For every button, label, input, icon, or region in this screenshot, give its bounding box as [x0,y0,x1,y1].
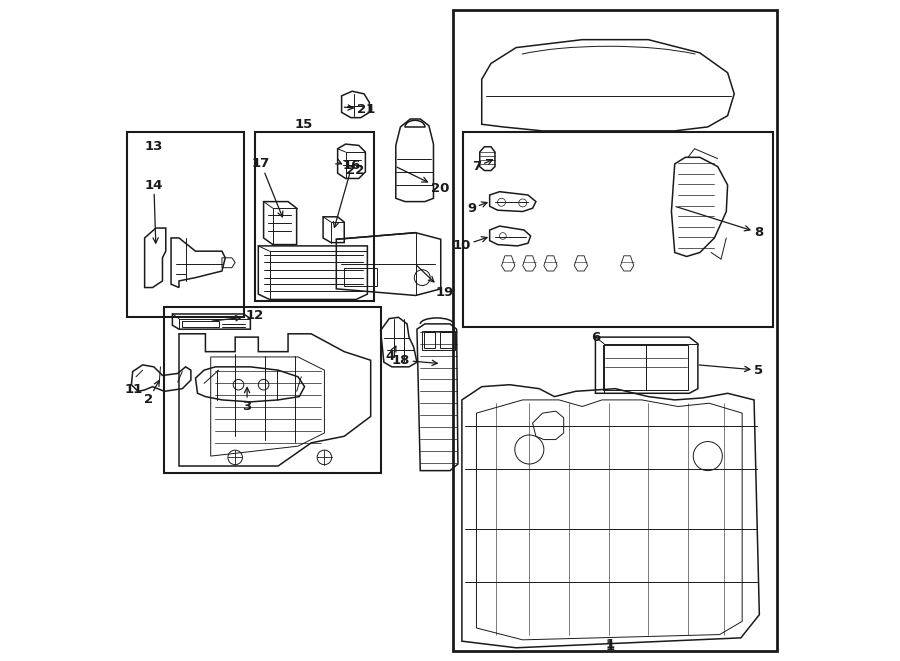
Text: 5: 5 [699,364,763,377]
Bar [424,332,436,348]
Text: 20: 20 [397,167,450,195]
Text: 10: 10 [453,237,487,253]
Text: 14: 14 [145,178,163,243]
Bar [454,10,778,651]
Text: 6: 6 [590,330,600,344]
Bar [255,132,374,301]
Text: 22: 22 [336,159,364,177]
Text: 3: 3 [242,387,252,413]
Bar [422,330,455,350]
Text: 13: 13 [145,140,163,153]
Text: 4: 4 [386,346,396,364]
Text: 1: 1 [606,640,615,653]
Bar [464,132,772,327]
Text: 7: 7 [472,159,492,173]
Text: 11: 11 [125,383,143,397]
Text: 2: 2 [144,381,159,407]
Text: 21: 21 [345,102,375,116]
Bar [165,307,381,473]
Text: 18: 18 [392,354,437,367]
Text: 16: 16 [333,159,361,227]
Text: 1: 1 [606,638,615,651]
Text: 17: 17 [252,157,283,217]
Bar [440,332,454,348]
Text: 19: 19 [417,265,454,299]
Bar [183,321,219,327]
Text: 12: 12 [212,309,264,323]
Text: 15: 15 [294,118,312,131]
Bar [128,132,244,317]
Text: 8: 8 [676,207,763,239]
Text: 9: 9 [467,202,487,215]
